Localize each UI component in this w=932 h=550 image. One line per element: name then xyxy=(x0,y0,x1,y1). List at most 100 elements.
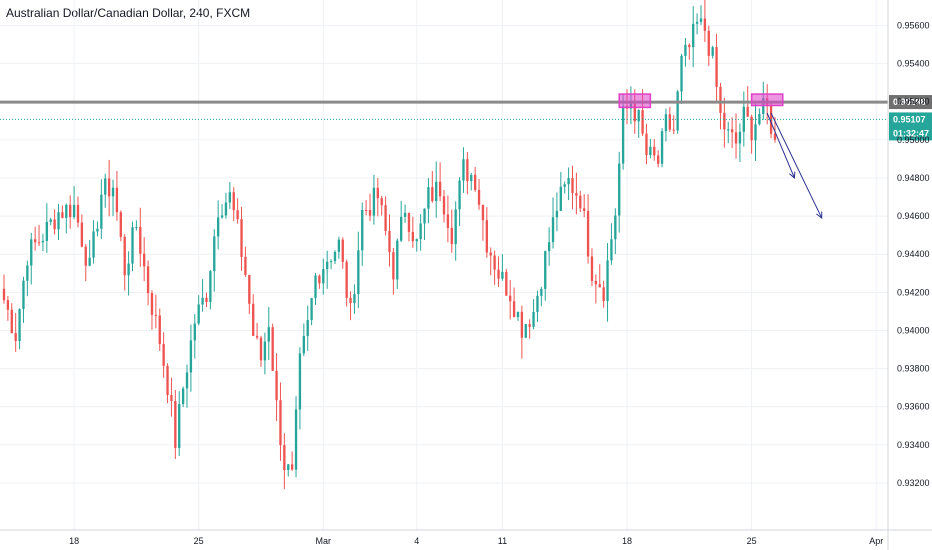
candle-body xyxy=(730,129,734,133)
candle-body xyxy=(255,335,259,338)
candle-body xyxy=(259,337,263,361)
y-tick-label: 0.94800 xyxy=(897,173,930,183)
candle-body xyxy=(287,464,290,471)
candle-body xyxy=(680,55,683,92)
candle-body xyxy=(364,209,368,211)
candle-body xyxy=(146,266,150,294)
candle-body xyxy=(583,208,586,211)
level-price-tag xyxy=(889,95,932,110)
candle-body xyxy=(563,184,566,187)
candle-body xyxy=(80,222,84,247)
candle-body xyxy=(388,230,391,253)
candle-body xyxy=(298,353,302,410)
candle-body xyxy=(462,159,465,181)
candle-body xyxy=(57,212,60,230)
candle-body xyxy=(579,195,582,209)
candle-body xyxy=(333,251,337,262)
candle-body xyxy=(170,395,173,402)
candle-body xyxy=(676,91,679,131)
projection-arrow[interactable] xyxy=(766,112,794,178)
candle-body xyxy=(104,178,107,195)
candle-body xyxy=(547,242,551,252)
candle-body xyxy=(306,320,309,337)
candle-body xyxy=(641,110,644,134)
candle-body xyxy=(279,400,282,446)
candle-body xyxy=(302,336,305,354)
candle-body xyxy=(213,236,216,272)
candle-body xyxy=(135,227,138,229)
candle-body xyxy=(111,187,115,197)
candle-body xyxy=(551,217,555,243)
candle-body xyxy=(322,269,325,284)
candle-body xyxy=(555,210,559,218)
candle-body xyxy=(205,297,208,303)
candle-body xyxy=(470,174,473,182)
candle-body xyxy=(707,30,710,56)
chart-title: Australian Dollar/Canadian Dollar, 240, … xyxy=(6,6,251,20)
candle-body xyxy=(30,239,33,266)
y-tick-label: 0.95200 xyxy=(897,97,930,107)
highlight-rectangle[interactable] xyxy=(618,93,652,109)
candle-body xyxy=(497,269,500,279)
candle-body xyxy=(621,106,625,164)
candle-body xyxy=(341,239,344,262)
candle-body xyxy=(653,146,656,156)
candle-body xyxy=(727,129,730,131)
candle-body xyxy=(252,303,255,336)
candle-body xyxy=(33,239,37,243)
candle-body xyxy=(598,284,601,288)
candle-body xyxy=(509,295,512,302)
highlight-rectangle[interactable] xyxy=(750,93,784,107)
candle-body xyxy=(41,240,45,243)
countdown-label: 01:32:47 xyxy=(893,128,929,138)
candle-body xyxy=(45,221,48,241)
candle-body xyxy=(185,372,189,389)
y-tick-label: 0.93400 xyxy=(897,440,930,450)
candle-body xyxy=(228,192,232,203)
candle-body xyxy=(162,343,165,366)
candle-body xyxy=(22,280,25,310)
candle-body xyxy=(290,464,294,470)
candle-body xyxy=(240,219,243,257)
y-tick-label: 0.94000 xyxy=(897,325,930,335)
candle-body xyxy=(567,178,570,185)
x-tick-label: 25 xyxy=(194,536,204,546)
candle-body xyxy=(14,333,17,342)
candle-body xyxy=(438,181,442,197)
candle-body xyxy=(738,131,742,144)
candle-body xyxy=(76,204,80,223)
candle-body xyxy=(559,186,562,211)
candle-body xyxy=(349,297,352,304)
candle-body xyxy=(407,212,411,232)
candle-body xyxy=(633,103,636,122)
candle-body xyxy=(695,21,699,24)
y-tick-label: 0.94600 xyxy=(897,211,930,221)
x-tick-label: Mar xyxy=(316,536,332,546)
candle-body xyxy=(372,187,376,216)
candle-body xyxy=(368,210,372,216)
candle-body xyxy=(2,288,6,301)
candle-body xyxy=(380,198,383,206)
candle-body xyxy=(528,324,531,327)
candle-body xyxy=(244,256,247,275)
projection-arrow[interactable] xyxy=(770,112,822,218)
candle-body xyxy=(178,404,181,448)
candle-body xyxy=(505,271,508,296)
candle-body xyxy=(131,227,134,264)
candle-body xyxy=(715,47,718,87)
candle-body xyxy=(719,86,722,113)
candle-body xyxy=(100,194,103,229)
candle-body xyxy=(96,228,99,232)
candle-body xyxy=(489,252,492,256)
candle-body xyxy=(65,204,68,218)
candle-body xyxy=(166,365,169,396)
candle-body xyxy=(637,110,640,122)
x-tick-label: 11 xyxy=(498,536,507,546)
candle-body xyxy=(115,187,119,213)
candle-body xyxy=(524,324,527,338)
candle-body xyxy=(69,204,72,218)
candle-body xyxy=(672,129,675,131)
